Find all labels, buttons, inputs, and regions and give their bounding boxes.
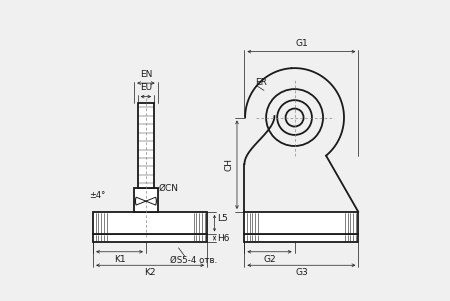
Text: EU: EU [140,83,152,92]
Bar [93,234,207,242]
Text: ØS5-4 отв.: ØS5-4 отв. [170,255,217,264]
Text: EN: EN [140,70,152,79]
Text: G3: G3 [295,268,308,277]
Bar [134,188,158,212]
Text: G2: G2 [263,255,276,264]
Text: ER: ER [255,78,267,87]
Bar [244,212,358,234]
Text: CH: CH [225,158,234,171]
Text: H6: H6 [217,234,230,243]
Text: ±4°: ±4° [90,191,106,200]
Bar [244,234,358,242]
Text: L5: L5 [217,214,228,223]
Text: K2: K2 [144,268,156,277]
Text: ØCN: ØCN [158,183,179,192]
Text: K1: K1 [114,255,126,264]
Bar [138,103,154,188]
Bar [93,212,207,234]
Text: G1: G1 [295,39,308,48]
